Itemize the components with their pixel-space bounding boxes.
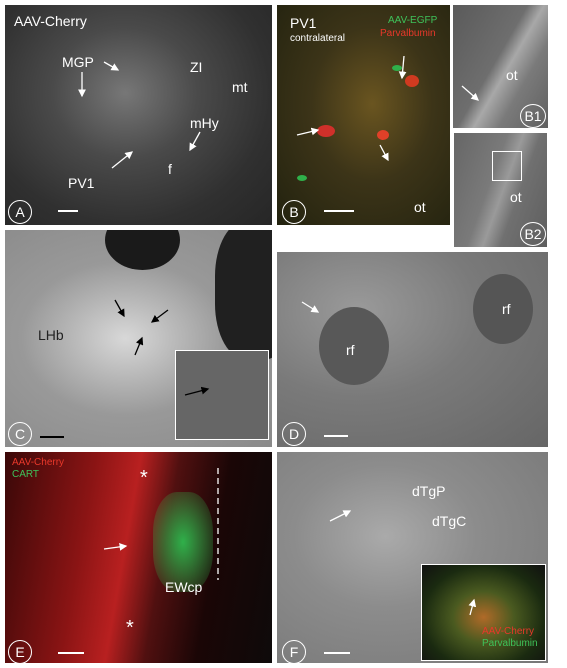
label: Parvalbumin xyxy=(482,638,538,649)
label: Parvalbumin xyxy=(380,28,436,39)
label: mt xyxy=(232,79,248,95)
label: * xyxy=(126,617,134,639)
label: PV1 xyxy=(68,175,95,191)
panel-letter: B1 xyxy=(520,104,546,128)
panel-letter: B2 xyxy=(520,222,546,246)
label: rf xyxy=(502,301,511,317)
label: f xyxy=(168,161,172,177)
panel-b xyxy=(277,5,450,225)
panel-letter: A xyxy=(8,200,32,224)
label: AAV-Cherry xyxy=(14,13,87,29)
label: CART xyxy=(12,469,40,480)
label: ZI xyxy=(190,59,203,75)
label: ot xyxy=(506,67,518,83)
label: contralateral xyxy=(290,33,346,44)
label: AAV-EGFP xyxy=(388,15,438,26)
label: AAV-Cherry xyxy=(12,457,65,468)
panel-f xyxy=(277,452,548,663)
dark-arrows xyxy=(40,299,210,438)
label: AAV-Cherry xyxy=(482,626,535,637)
panel-e xyxy=(5,452,272,663)
label: ot xyxy=(510,189,522,205)
arrows xyxy=(58,55,479,654)
label: MGP xyxy=(62,54,94,70)
panel-d xyxy=(277,252,548,447)
label: dTgC xyxy=(432,513,467,529)
label: PV1 xyxy=(290,15,317,31)
panel-letter: E xyxy=(8,640,32,664)
label: EWcp xyxy=(165,579,203,595)
panel-letter: D xyxy=(282,422,306,446)
label: rf xyxy=(346,342,355,358)
panel-c xyxy=(5,230,272,447)
label: dTgP xyxy=(412,483,446,499)
label: * xyxy=(140,467,148,489)
panel-a xyxy=(5,5,272,225)
panel-letter: B xyxy=(282,200,306,224)
label: LHb xyxy=(38,327,64,343)
panel-letter: F xyxy=(282,640,306,664)
label: ot xyxy=(414,199,426,215)
panel-letter: C xyxy=(8,422,32,446)
label: mHy xyxy=(190,115,219,131)
